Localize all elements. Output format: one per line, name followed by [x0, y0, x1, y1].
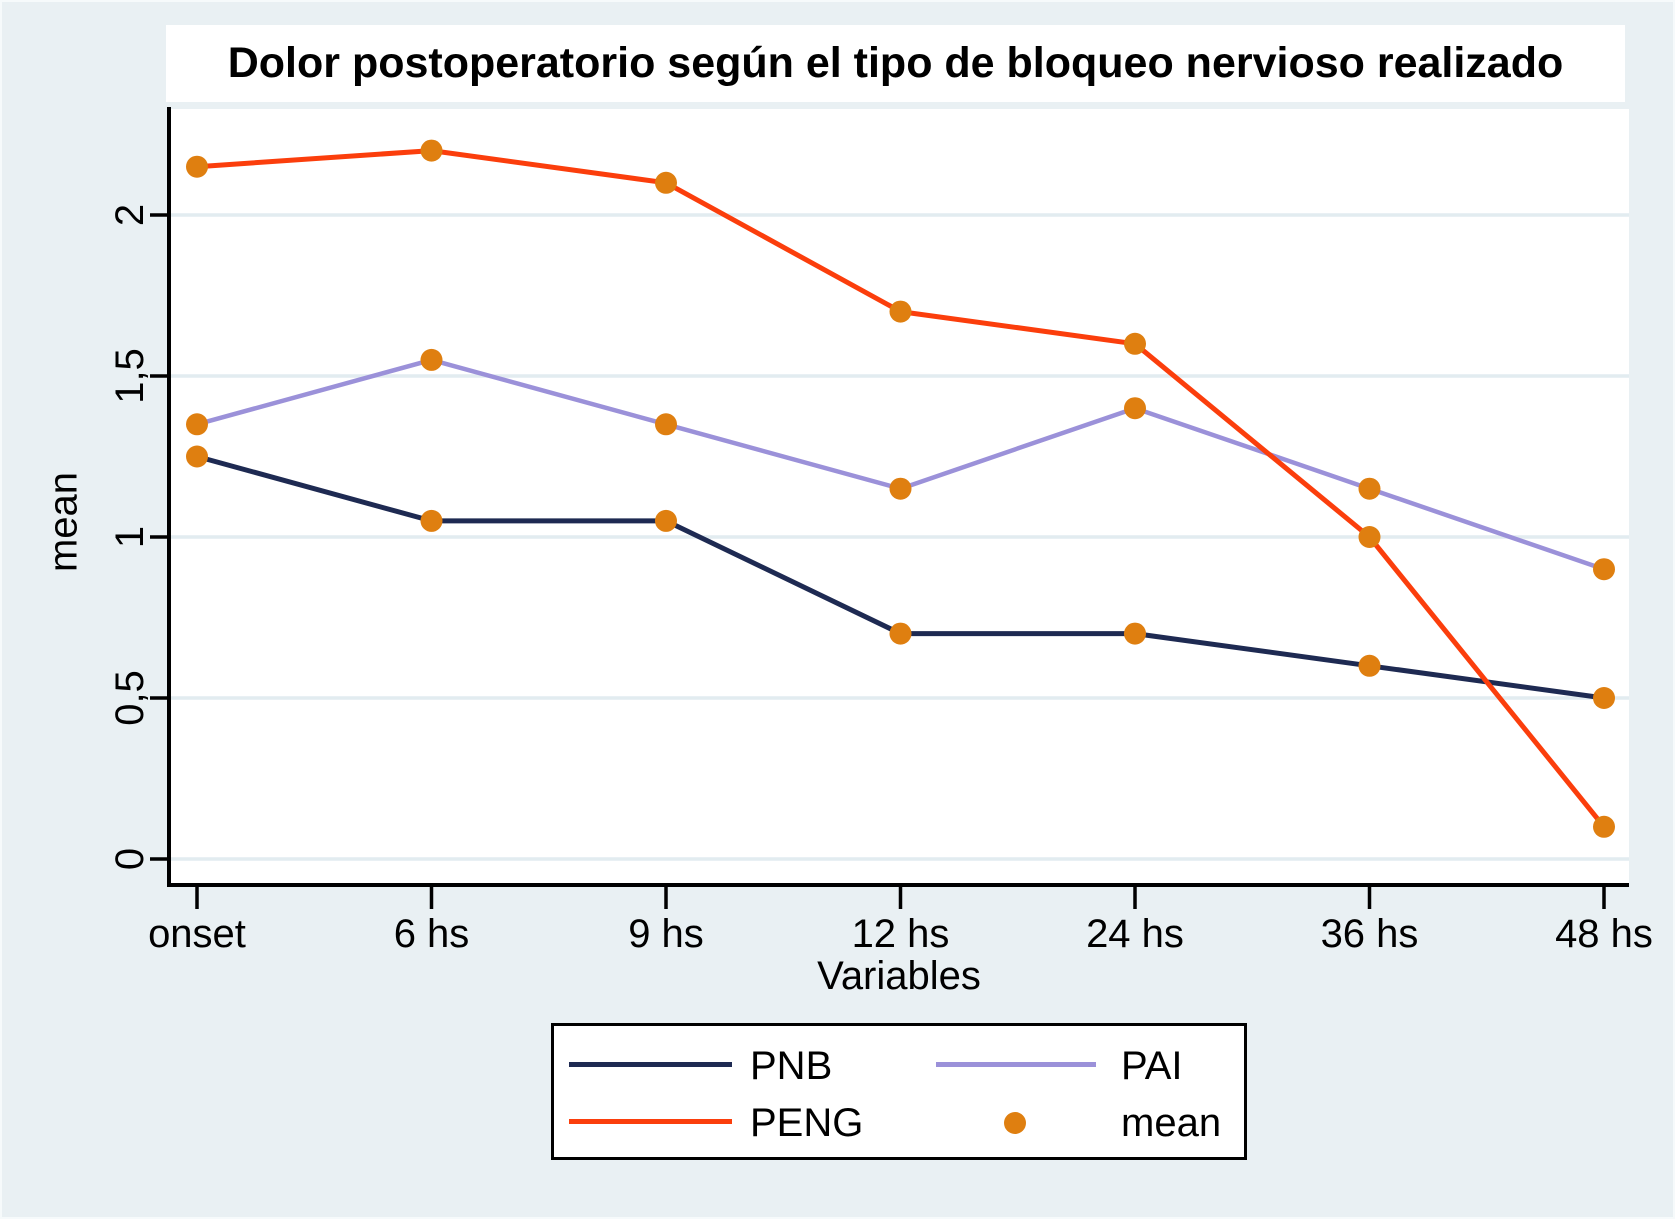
y-tick-label: 2: [108, 204, 152, 226]
mean-marker: [889, 300, 912, 323]
legend-line-swatch-peng: [569, 1119, 732, 1124]
x-tick-label: onset: [148, 912, 246, 956]
mean-marker: [186, 445, 208, 468]
mean-marker: [1124, 397, 1146, 420]
mean-marker: [1593, 558, 1615, 581]
y-axis-title: mean: [41, 471, 86, 573]
mean-marker: [420, 509, 443, 532]
chart-title: Dolor postoperatorio según el tipo de bl…: [227, 39, 1564, 87]
legend-line-swatch-pai: [936, 1062, 1096, 1067]
y-tick-label: 0: [108, 848, 152, 870]
legend-label-peng: PENG: [750, 1101, 864, 1145]
x-tick-label: 36 hs: [1321, 912, 1419, 956]
mean-marker: [1124, 622, 1146, 645]
mean-marker: [1358, 654, 1381, 677]
legend-label-pai: PAI: [1121, 1044, 1183, 1088]
x-tick-label: 48 hs: [1555, 912, 1653, 956]
x-tick-label: 6 hs: [394, 912, 470, 956]
y-tick-label: 1: [108, 526, 152, 548]
legend: PNB PAI PENG mean: [551, 1023, 1247, 1160]
x-tick-label: 24 hs: [1086, 912, 1184, 956]
mean-marker: [1124, 332, 1146, 355]
legend-line-swatch-pnb: [569, 1062, 732, 1067]
mean-marker: [655, 171, 677, 194]
legend-label-pnb: PNB: [750, 1044, 833, 1088]
mean-marker: [186, 413, 208, 436]
mean-marker: [1593, 815, 1615, 838]
x-tick-label: 12 hs: [852, 912, 950, 956]
mean-marker: [655, 413, 677, 436]
x-axis-title: Variables: [817, 954, 981, 998]
chart-title-band: Dolor postoperatorio según el tipo de bl…: [166, 25, 1625, 102]
mean-marker: [420, 139, 443, 162]
y-tick-label: 1,5: [108, 348, 152, 404]
mean-marker: [889, 477, 912, 500]
x-tick-label: 9 hs: [628, 912, 704, 956]
legend-mean-marker-icon: [1004, 1112, 1026, 1134]
y-tick-label: 0,5: [108, 670, 152, 726]
mean-marker: [889, 622, 912, 645]
mean-marker: [1593, 687, 1615, 709]
mean-marker: [186, 155, 208, 178]
legend-label-mean: mean: [1121, 1101, 1222, 1145]
mean-marker: [1358, 477, 1381, 500]
mean-marker: [420, 348, 443, 371]
mean-marker: [655, 509, 677, 532]
mean-marker: [1358, 526, 1381, 548]
